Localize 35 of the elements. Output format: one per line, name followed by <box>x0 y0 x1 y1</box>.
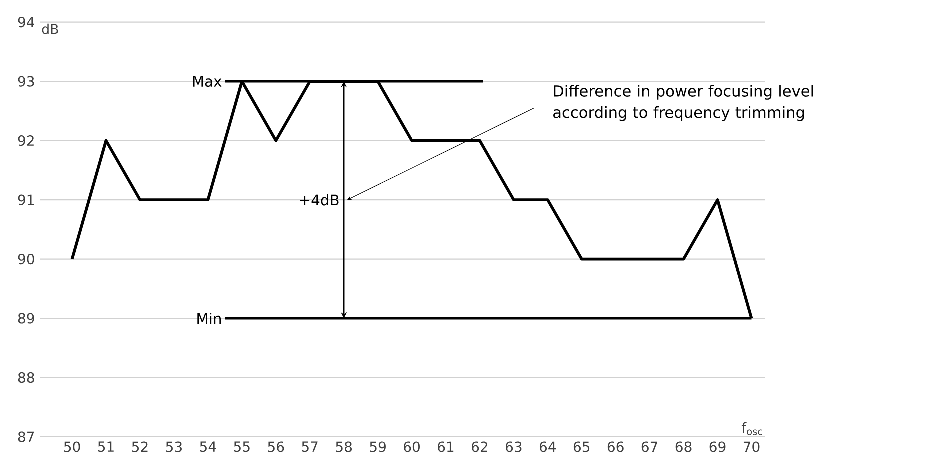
y-tick-label: 92 <box>18 136 34 146</box>
x-tick-label: 56 <box>268 442 284 452</box>
x-tick-label: 63 <box>506 442 522 452</box>
x-tick-label: 64 <box>540 442 556 452</box>
x-tick-label: 55 <box>234 442 250 452</box>
x-tick-label: 70 <box>744 442 760 452</box>
y-axis-title: dB <box>42 24 58 34</box>
x-tick-label: 59 <box>370 442 386 452</box>
y-tick-label: 87 <box>18 432 34 442</box>
y-tick-label: 91 <box>18 194 34 206</box>
x-tick-label: 51 <box>98 442 114 452</box>
x-tick-label: 69 <box>710 442 726 452</box>
x-tick-label: 68 <box>676 442 692 452</box>
x-tick-label: 61 <box>438 442 454 452</box>
x-tick-label: 62 <box>472 442 488 452</box>
y-tick-label: 90 <box>18 254 34 265</box>
x-tick-label: 60 <box>404 442 420 452</box>
x-tick-label: 57 <box>302 442 318 452</box>
x-tick-label: 58 <box>336 442 352 452</box>
y-tick-label: 94 <box>18 17 34 28</box>
x-tick-label: 67 <box>642 442 658 452</box>
annotation: +4dB <box>300 194 339 206</box>
series-label: Max <box>193 76 222 88</box>
x-tick-label: 65 <box>574 442 590 452</box>
y-tick-label: 88 <box>18 372 34 384</box>
series-label: Min <box>198 312 221 324</box>
y-tick-label: 93 <box>18 76 34 87</box>
x-axis-title: f$_{osc}$ <box>742 422 762 436</box>
x-tick-label: 53 <box>166 442 182 452</box>
y-tick-label: 89 <box>18 313 34 324</box>
annotation: Difference in power focusing level according to frequency trimming <box>554 85 814 122</box>
x-tick-label: 54 <box>200 442 216 452</box>
x-tick-label: 50 <box>64 442 80 452</box>
x-tick-label: 52 <box>132 442 148 452</box>
x-tick-label: 66 <box>608 442 624 452</box>
